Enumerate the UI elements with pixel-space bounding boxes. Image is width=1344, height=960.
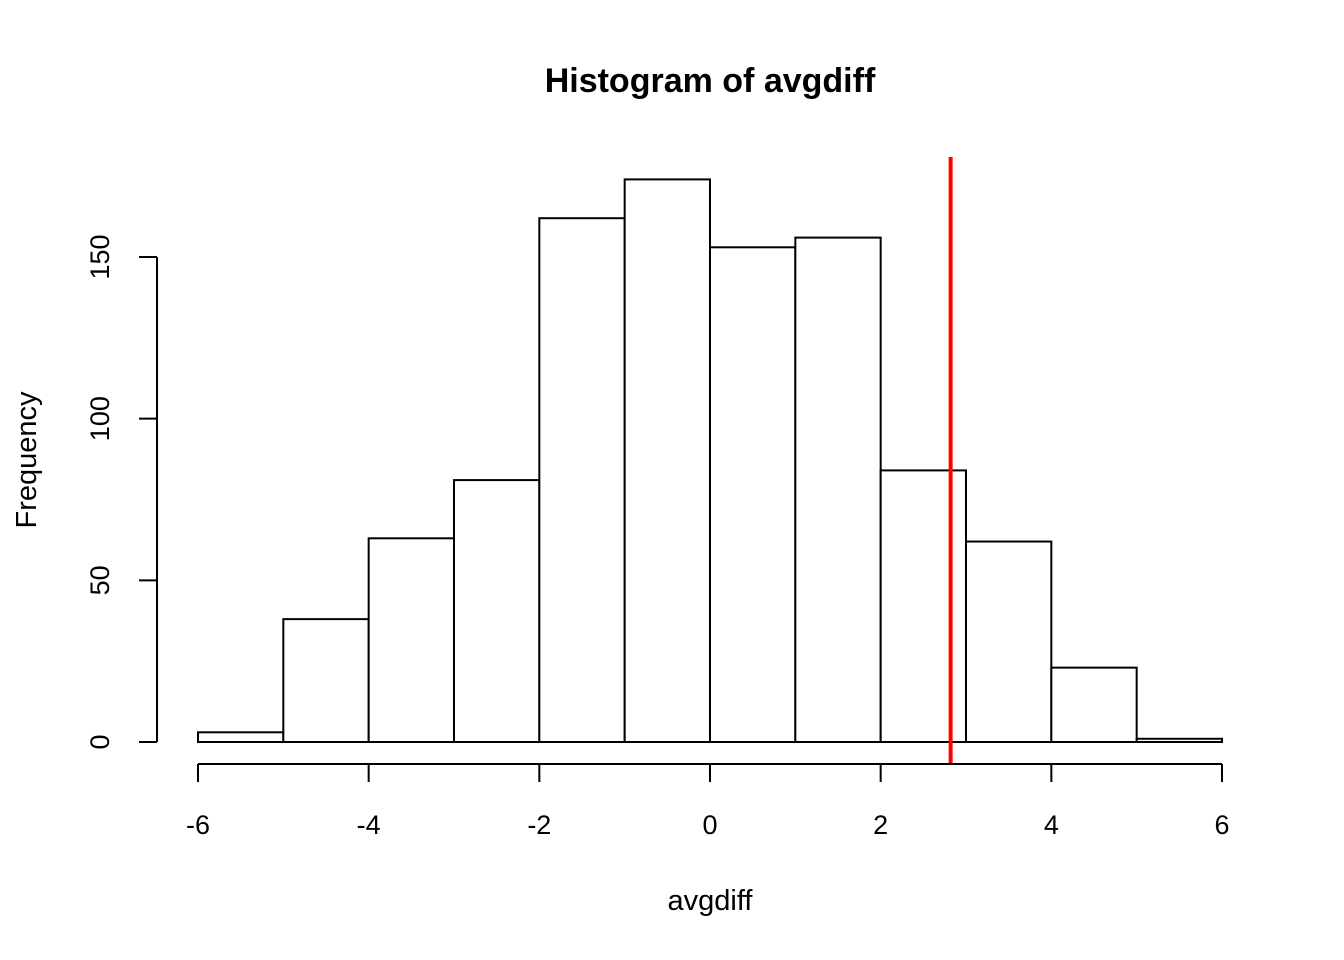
x-tick-label-6: 6 xyxy=(1214,810,1229,840)
histogram-bar-5 xyxy=(623,178,712,743)
x-axis: -6 -4 -2 0 2 4 6 xyxy=(186,763,1230,840)
x-tick-label-3: 0 xyxy=(702,810,717,840)
histogram-bar-8 xyxy=(879,469,968,743)
y-tick-label-3: 150 xyxy=(85,234,115,279)
histogram-bar-10 xyxy=(1050,666,1138,744)
x-tick-label-1: -4 xyxy=(357,810,381,840)
y-tick-label-2: 100 xyxy=(85,396,115,441)
x-tick-label-5: 4 xyxy=(1044,810,1059,840)
x-axis-label: avgdiff xyxy=(668,885,754,917)
histogram-bar-7 xyxy=(794,236,882,743)
histogram-bar-1 xyxy=(282,618,370,744)
y-tick-label-1: 50 xyxy=(85,565,115,595)
histogram-bar-6 xyxy=(709,246,797,744)
histogram-bar-2 xyxy=(367,537,455,743)
histogram-bar-3 xyxy=(453,479,541,743)
histogram-bar-0 xyxy=(197,731,285,743)
x-tick-label-2: -2 xyxy=(527,810,551,840)
x-tick-label-0: -6 xyxy=(186,810,210,840)
bars-group xyxy=(197,178,1223,744)
histogram-bar-4 xyxy=(538,217,626,743)
y-axis-label: Frequency xyxy=(11,391,43,529)
y-tick-label-0: 0 xyxy=(85,734,115,749)
histogram-bar-9 xyxy=(965,540,1053,743)
x-tick-label-4: 2 xyxy=(873,810,888,840)
histogram-bar-11 xyxy=(1135,737,1223,743)
chart-title: Histogram of avgdiff xyxy=(545,62,876,100)
y-axis: 0 50 100 150 xyxy=(85,234,158,750)
